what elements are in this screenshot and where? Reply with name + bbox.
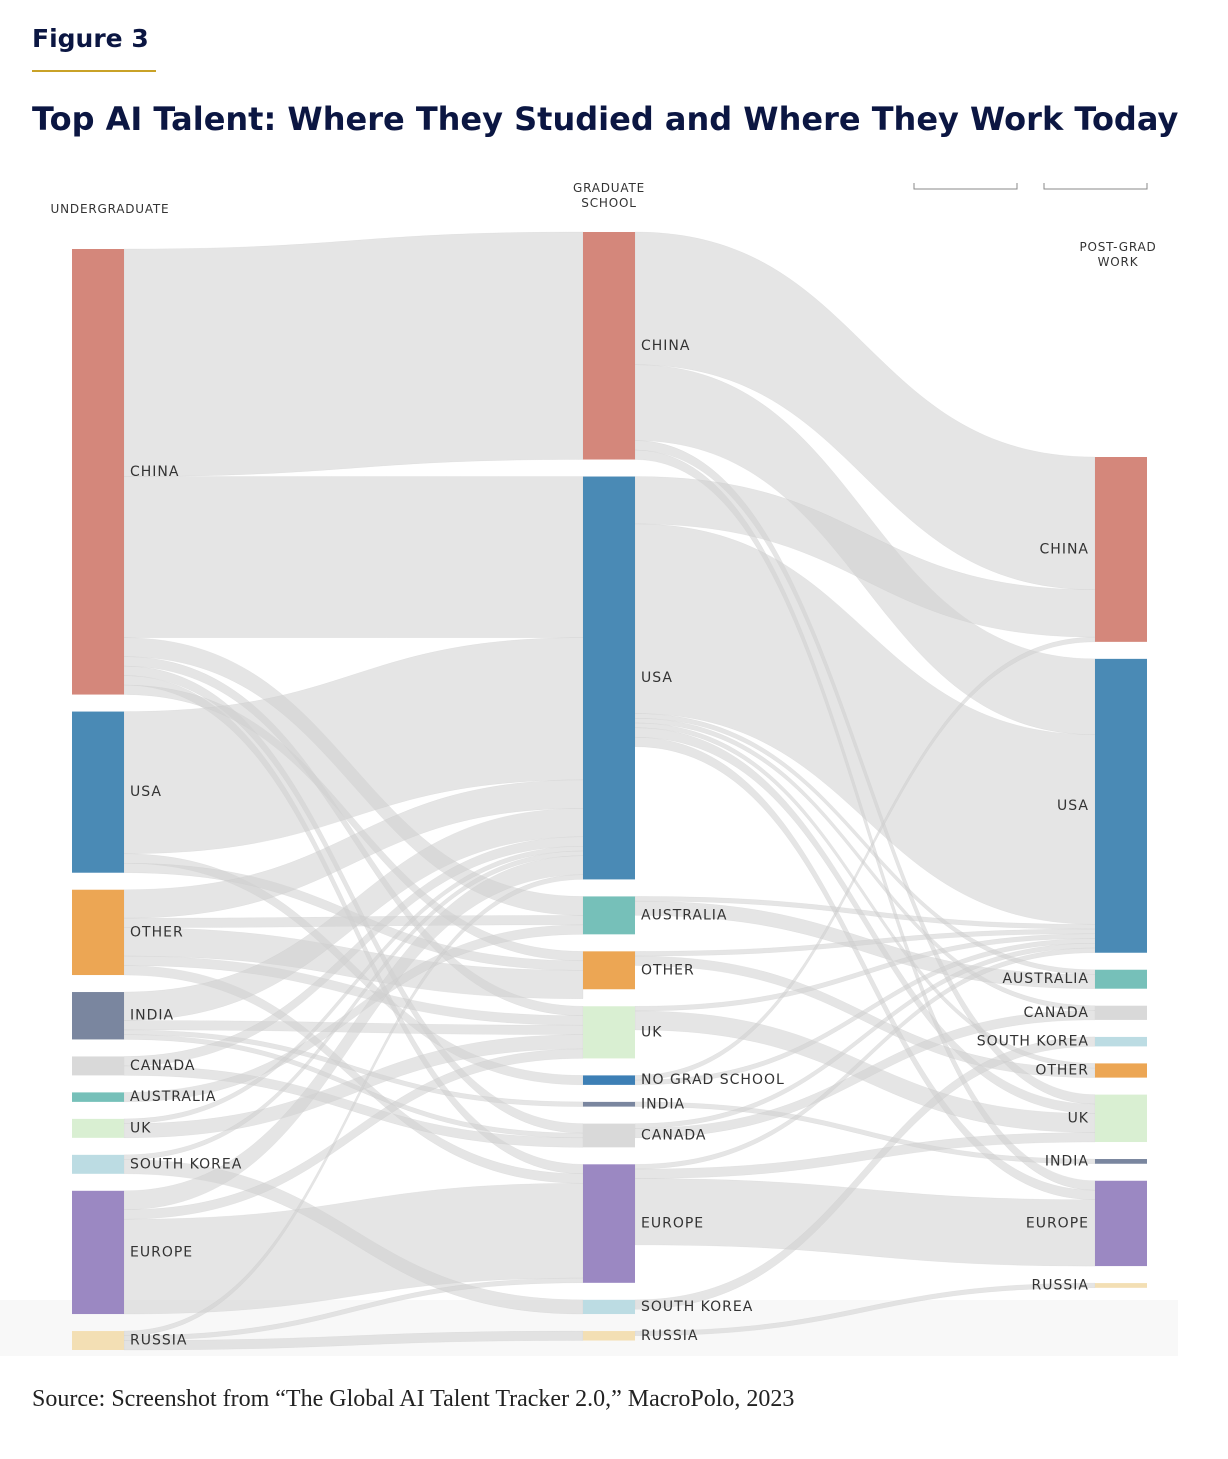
node [72,1154,124,1174]
node-label: UK [641,1024,662,1040]
node [583,476,635,880]
node [1095,1063,1147,1078]
node [583,1075,635,1085]
node [1095,1159,1147,1164]
node [583,951,635,990]
node-label: INDIA [641,1096,685,1112]
column-heading: POST-GRAD WORK [1079,240,1157,269]
node [583,1006,635,1059]
node-label: OTHER [641,962,695,978]
column-heading: UNDERGRADUATE [50,202,170,216]
divider [32,70,156,72]
node-label: EUROPE [641,1216,704,1232]
node [1095,1036,1147,1047]
node-label: RUSSIA [130,1333,187,1349]
column-heading: GRADUATE SCHOOL [573,181,645,210]
node [583,1101,635,1107]
node [72,992,124,1040]
node-label: USA [130,784,162,800]
flow [123,231,584,477]
node-label: AUSTRALIA [641,907,728,923]
node [72,889,124,976]
figure-label: Figure 3 [32,24,149,53]
node-label: USA [1057,798,1089,814]
node [1095,658,1147,953]
node-label: CANADA [1023,1005,1089,1021]
node-label: UK [1068,1110,1089,1126]
node-label: SOUTH KOREA [130,1156,242,1172]
node-label: EUROPE [1026,1215,1089,1231]
node [72,249,124,695]
legend-bracket [913,183,1148,190]
node [583,1123,635,1148]
node-label: RUSSIA [1032,1277,1089,1293]
node [583,1331,635,1341]
node [72,1056,124,1076]
node-label: OTHER [1035,1063,1089,1079]
node [1095,1180,1147,1267]
node-label: CHINA [641,338,690,354]
node-label: CANADA [130,1058,196,1074]
node-label: OTHER [130,924,184,940]
node [583,232,635,460]
node [72,1190,124,1315]
node-label: CHINA [130,464,179,480]
node [72,1092,124,1102]
node [583,896,635,935]
node-label: NO GRAD SCHOOL [641,1072,785,1088]
node [72,711,124,873]
node-label: USA [641,670,673,686]
node-label: RUSSIA [641,1328,698,1344]
links [123,231,1096,1351]
node [1095,969,1147,989]
node-label: SOUTH KOREA [641,1299,753,1315]
node-label: CHINA [1040,541,1089,557]
node [1095,1094,1147,1143]
node-label: AUSTRALIA [130,1089,217,1105]
node-label: EUROPE [130,1244,193,1260]
node-label: UK [130,1120,151,1136]
node [583,1164,635,1283]
node [72,1331,124,1350]
node [1095,1005,1147,1020]
node [1095,1283,1147,1288]
source-note: Source: Screenshot from “The Global AI T… [32,1386,795,1412]
chart-title: Top AI Talent: Where They Studied and Wh… [32,100,1179,138]
node [1095,457,1147,642]
nodes: CHINA USA OTHER INDIA CANADA AUSTRALIA UK SOUTH… [72,232,1147,1350]
node [583,1299,635,1315]
node-label: INDIA [130,1008,174,1024]
flow [123,476,584,638]
node-label: CANADA [641,1127,707,1143]
node-label: SOUTH KOREA [977,1034,1089,1050]
node-label: INDIA [1045,1153,1089,1169]
node [72,1118,124,1138]
node-label: AUSTRALIA [1002,971,1089,987]
